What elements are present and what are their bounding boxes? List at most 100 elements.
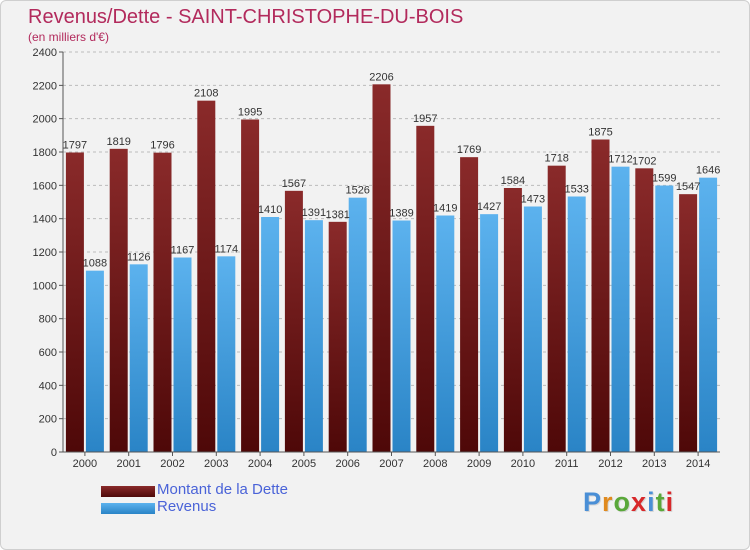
- label-debt-2011: 1718: [544, 153, 568, 165]
- y-tick-label: 200: [39, 414, 57, 426]
- bar-revenus-2013: [655, 185, 674, 452]
- bar-revenus-2006: [348, 197, 367, 452]
- y-tick-label: 1600: [33, 180, 57, 192]
- label-debt-2010: 1584: [501, 175, 525, 187]
- label-revenus-2004: 1410: [258, 204, 282, 216]
- x-tick-label-2004: 2004: [248, 458, 272, 470]
- x-tick-label-2000: 2000: [73, 458, 97, 470]
- x-tick-label-2005: 2005: [292, 458, 316, 470]
- bar-debt-2006: [328, 221, 347, 452]
- y-tick-label: 2400: [33, 47, 57, 59]
- x-tick-label-2002: 2002: [160, 458, 184, 470]
- x-tick-label-2012: 2012: [598, 458, 622, 470]
- logo-letter: x: [631, 487, 648, 517]
- grid-lines: [63, 51, 720, 453]
- x-tick-label-2001: 2001: [116, 458, 140, 470]
- bar-revenus-2011: [567, 196, 586, 452]
- bar-revenus-2004: [261, 217, 280, 452]
- y-tick-label: 1800: [33, 147, 57, 159]
- legend-label-debt: Montant de la Dette: [157, 481, 288, 498]
- x-tick-label-2008: 2008: [423, 458, 447, 470]
- label-revenus-2010: 1473: [521, 194, 545, 206]
- label-revenus-2001: 1126: [127, 251, 151, 263]
- bar-debt-2002: [153, 152, 172, 452]
- y-tick-label: 400: [39, 380, 57, 392]
- label-revenus-2008: 1419: [433, 203, 457, 215]
- label-debt-2014: 1547: [676, 181, 700, 193]
- x-tick-label-2009: 2009: [467, 458, 491, 470]
- y-tick-label: 800: [39, 314, 57, 326]
- bar-debt-2013: [635, 168, 654, 453]
- bar-debt-2001: [109, 148, 128, 453]
- label-debt-2006: 1381: [325, 209, 349, 221]
- label-debt-2000: 1797: [63, 140, 87, 152]
- x-tick-label-2014: 2014: [686, 458, 710, 470]
- bar-revenus-2002: [173, 257, 192, 452]
- bar-debt-2003: [197, 100, 216, 453]
- bar-revenus-2000: [85, 270, 104, 452]
- bars: [65, 84, 718, 453]
- bar-debt-2012: [591, 139, 610, 452]
- bar-revenus-2009: [480, 214, 499, 452]
- bar-revenus-2005: [304, 220, 323, 452]
- label-debt-2009: 1769: [457, 144, 481, 156]
- bar-debt-2000: [65, 152, 84, 452]
- bar-revenus-2001: [129, 264, 148, 452]
- label-revenus-2013: 1599: [652, 173, 676, 185]
- axes: 0 200 400 600 800 1000 1200 1400 1600 1800 2000 220…: [33, 47, 720, 470]
- label-revenus-2006: 1526: [345, 185, 369, 197]
- label-debt-2001: 1819: [106, 136, 130, 148]
- bar-revenus-2012: [611, 166, 630, 452]
- bar-debt-2010: [503, 188, 522, 452]
- data-labels: 1797 1088 1819 1126 1796 1167 2108 1174 1995 1410…: [63, 71, 721, 269]
- bar-revenus-2010: [523, 206, 542, 452]
- y-tick-label: 1000: [33, 280, 57, 292]
- legend-label-revenus: Revenus: [157, 498, 217, 515]
- legend-swatch-revenus: [101, 503, 155, 514]
- y-tick-label: 1200: [33, 247, 57, 259]
- label-revenus-2012: 1712: [608, 154, 632, 166]
- logo-letter: i: [665, 487, 675, 517]
- bar-revenus-2008: [436, 215, 455, 452]
- bar-debt-2008: [416, 125, 435, 452]
- bar-debt-2014: [679, 194, 698, 452]
- bar-revenus-2014: [699, 177, 718, 452]
- label-debt-2007: 2206: [369, 71, 393, 83]
- label-debt-2013: 1702: [632, 155, 656, 167]
- logo-letter: r: [602, 487, 614, 517]
- legend-swatch-debt: [101, 486, 155, 497]
- y-tick-label: 600: [39, 347, 57, 359]
- label-debt-2012: 1875: [588, 127, 612, 139]
- y-tick-label: 2000: [33, 114, 57, 126]
- logo-letter: o: [613, 487, 632, 517]
- chart-title: Revenus/Dette - SAINT-CHRISTOPHE-DU-BOIS: [28, 6, 464, 28]
- logo-letter: i: [647, 487, 656, 517]
- label-revenus-2011: 1533: [564, 184, 588, 196]
- label-debt-2008: 1957: [413, 113, 437, 125]
- bar-debt-2007: [372, 84, 391, 452]
- x-tick-label-2010: 2010: [511, 458, 535, 470]
- label-revenus-2002: 1167: [171, 245, 195, 257]
- bar-debt-2005: [284, 190, 303, 453]
- label-revenus-2014: 1646: [696, 165, 720, 177]
- x-tick-label-2013: 2013: [642, 458, 666, 470]
- label-debt-2003: 2108: [194, 88, 218, 100]
- logo-letter: P: [583, 487, 603, 517]
- bar-revenus-2007: [392, 220, 411, 452]
- y-tick-label: 0: [51, 447, 57, 459]
- logo-letter: t: [655, 487, 666, 517]
- label-revenus-2009: 1427: [477, 201, 501, 213]
- label-debt-2002: 1796: [150, 140, 174, 152]
- bar-debt-2009: [460, 157, 479, 452]
- bar-revenus-2003: [217, 256, 236, 452]
- label-revenus-2000: 1088: [83, 258, 107, 270]
- x-tick-label-2006: 2006: [335, 458, 359, 470]
- y-tick-label: 2200: [33, 80, 57, 92]
- x-tick-label-2007: 2007: [379, 458, 403, 470]
- label-revenus-2005: 1391: [302, 207, 326, 219]
- x-tick-label-2003: 2003: [204, 458, 228, 470]
- label-debt-2005: 1567: [282, 178, 306, 190]
- label-revenus-2007: 1389: [389, 208, 413, 220]
